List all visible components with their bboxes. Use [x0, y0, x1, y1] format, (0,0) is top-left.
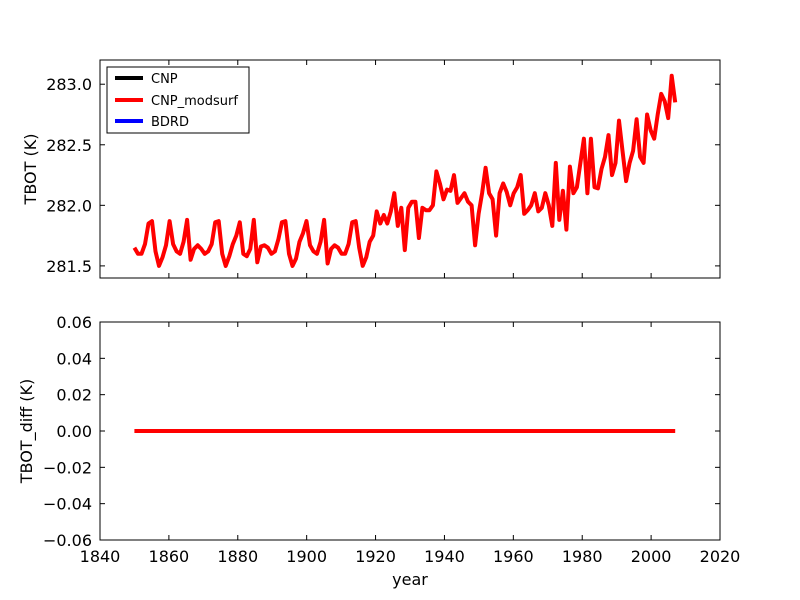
top-y-ticks: 281.5 282.0 282.5 283.0: [46, 75, 720, 276]
x-tick-label: 1940: [424, 547, 465, 566]
legend-label-cnp: CNP: [151, 72, 178, 87]
x-tick-label: 1920: [355, 547, 396, 566]
x-axis-label: year: [392, 570, 428, 589]
y-tick-label: −0.04: [43, 495, 92, 514]
bottom-axes: −0.06 −0.04 −0.02 0.00 0.02 0.04 0.06 1840 1860…: [17, 313, 740, 589]
x-tick-label: 1960: [493, 547, 534, 566]
top-series-lines: [132, 73, 678, 268]
y-tick-label: −0.06: [43, 531, 92, 550]
y-tick-label: −0.02: [43, 458, 92, 477]
top-x-ticks: [99, 60, 721, 278]
y-tick-label: 0.02: [56, 386, 92, 405]
bottom-x-ticks: 1840 1860 1880 1900 1920 1940 1960 1980 2000 2020: [80, 322, 741, 566]
top-axes: 281.5 282.0 282.5 283.0 TBOT (K) CNP CNP_mo…: [21, 59, 721, 279]
legend-label-bdrd: BDRD: [151, 115, 189, 130]
top-axes-frame: [99, 59, 721, 279]
y-tick-label: 0.00: [56, 422, 92, 441]
x-tick-label: 2020: [700, 547, 741, 566]
top-y-axis-label: TBOT (K): [21, 134, 40, 206]
x-tick-label: 1980: [562, 547, 603, 566]
y-tick-label: 282.5: [46, 136, 92, 155]
y-tick-label: 283.0: [46, 75, 92, 94]
bottom-y-axis-label: TBOT_diff (K): [17, 379, 37, 485]
bottom-y-ticks: −0.06 −0.04 −0.02 0.00 0.02 0.04 0.06: [43, 313, 720, 550]
x-tick-label: 2000: [631, 547, 672, 566]
x-tick-label: 1860: [149, 547, 190, 566]
y-tick-label: 282.0: [46, 196, 92, 215]
series-line-cnp-modsurf: [132, 73, 678, 268]
x-tick-label: 1900: [286, 547, 327, 566]
x-tick-label: 1880: [217, 547, 258, 566]
y-tick-label: 0.04: [56, 349, 92, 368]
legend-label-cnp-modsurf: CNP_modsurf: [151, 94, 238, 109]
x-tick-label: 1840: [80, 547, 121, 566]
y-tick-label: 281.5: [46, 257, 92, 276]
legend: CNP CNP_modsurf BDRD: [106, 66, 250, 134]
y-tick-label: 0.06: [56, 313, 92, 332]
